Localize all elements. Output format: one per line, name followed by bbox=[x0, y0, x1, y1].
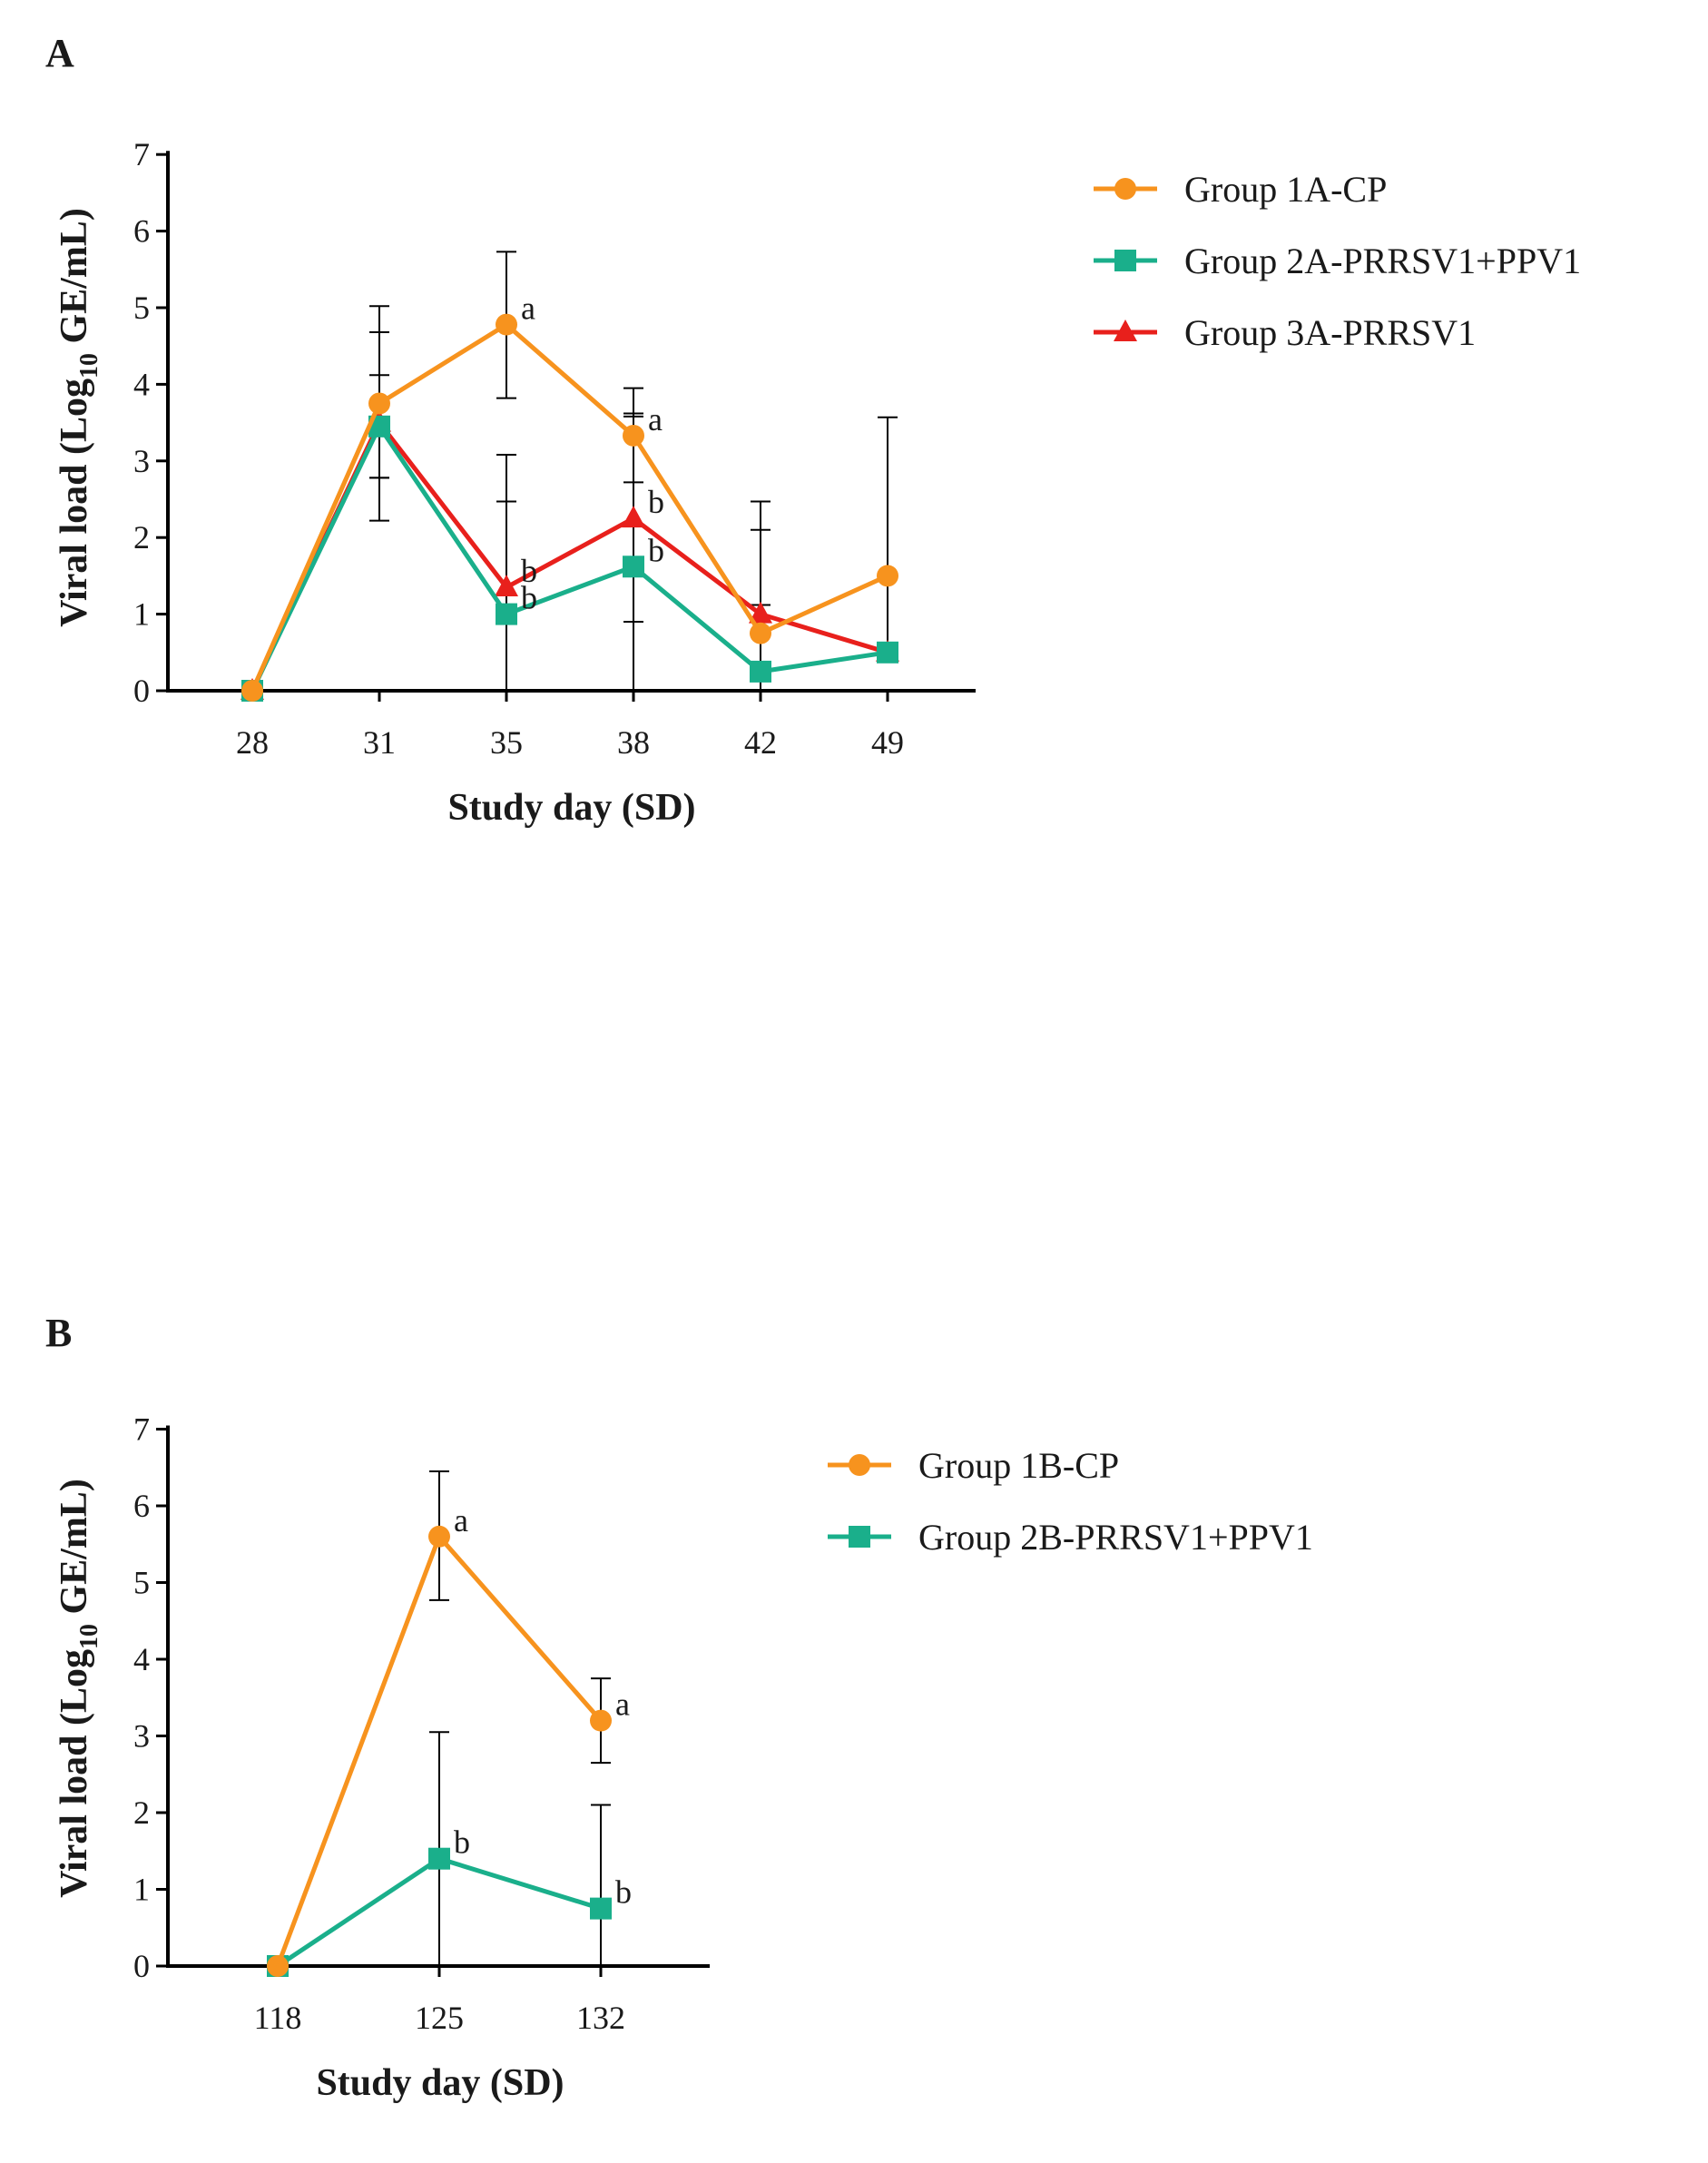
x-tick-label: 132 bbox=[576, 2000, 625, 2036]
legend: Group 1B-CP Group 2B-PRRSV1+PPV1 bbox=[828, 1445, 1313, 1558]
data-point bbox=[749, 601, 772, 624]
significance-label: a bbox=[615, 1686, 630, 1723]
y-axis-title-part: Viral load (Log bbox=[54, 379, 95, 627]
series-line-group-1a-cp bbox=[250, 322, 889, 693]
panel-label: B bbox=[45, 1311, 72, 1355]
y-axis-title: Viral load (Log10 GE/mL) bbox=[54, 208, 103, 627]
y-tick-label: 0 bbox=[133, 673, 150, 709]
significance-label: a bbox=[454, 1502, 468, 1539]
x-tick-label: 38 bbox=[617, 724, 650, 761]
panel-label: A bbox=[45, 31, 74, 75]
series-line-group-2a-prrsv1-ppv1 bbox=[250, 424, 888, 693]
x-tick-label: 125 bbox=[415, 2000, 464, 2036]
data-point bbox=[590, 1897, 612, 1920]
data-point bbox=[496, 313, 517, 336]
data-point bbox=[496, 603, 517, 625]
x-tick-label: 35 bbox=[490, 724, 523, 761]
y-tick-label: 3 bbox=[133, 443, 150, 479]
x-tick-label: 42 bbox=[744, 724, 777, 761]
legend-label: Group 2B-PRRSV1+PPV1 bbox=[918, 1517, 1313, 1558]
y-tick-label: 4 bbox=[133, 366, 150, 402]
y-tick-label: 2 bbox=[133, 1794, 150, 1831]
data-point bbox=[368, 392, 390, 415]
data-point bbox=[750, 660, 771, 683]
series-line-group-3a-prrsv1 bbox=[250, 420, 888, 693]
x-tick-label: 31 bbox=[363, 724, 396, 761]
y-tick-label: 5 bbox=[133, 1565, 150, 1601]
y-tick-label: 5 bbox=[133, 290, 150, 326]
significance-label: b bbox=[521, 580, 537, 616]
data-point bbox=[877, 641, 898, 664]
x-axis-title: Study day (SD) bbox=[316, 2062, 564, 2104]
y-tick-label: 1 bbox=[133, 1872, 150, 1908]
legend-marker bbox=[1114, 178, 1136, 200]
legend: Group 1A-CP Group 2A-PRRSV1+PPV1 Group 3A-… bbox=[1094, 169, 1581, 353]
panel-b: B 0 1 2 3 4 5 6 7 118 125 132 Study day (SD) Viral lo… bbox=[45, 1311, 1313, 2104]
y-tick-label: 7 bbox=[133, 136, 150, 172]
significance-label: b bbox=[521, 553, 537, 589]
legend-marker bbox=[1114, 320, 1137, 341]
panel-a: A 0 1 2 3 4 5 6 7 28 31 35 38 42 49 Study day (SD) Viral… bbox=[45, 31, 1581, 829]
data-point bbox=[623, 555, 644, 578]
significance-label: b bbox=[648, 532, 664, 568]
y-axis-title-part: GE/mL) bbox=[54, 1479, 95, 1624]
data-point bbox=[750, 622, 771, 644]
y-axis-title-part: Viral load (Log bbox=[54, 1649, 95, 1898]
data-point bbox=[428, 1847, 450, 1870]
y-axis-title-subscript: 10 bbox=[75, 1624, 103, 1649]
data-point bbox=[622, 506, 645, 528]
x-axis-title: Study day (SD) bbox=[447, 787, 695, 829]
x-tick-label: 49 bbox=[871, 724, 904, 761]
y-tick-label: 3 bbox=[133, 1718, 150, 1755]
y-tick-label: 7 bbox=[133, 1411, 150, 1448]
legend-marker bbox=[1114, 250, 1136, 271]
significance-label: b bbox=[454, 1824, 470, 1861]
significance-label: b bbox=[615, 1874, 632, 1911]
y-tick-label: 6 bbox=[133, 213, 150, 250]
legend-label: Group 3A-PRRSV1 bbox=[1184, 312, 1476, 353]
y-tick-label: 2 bbox=[133, 519, 150, 555]
legend-marker bbox=[849, 1454, 870, 1476]
data-point bbox=[877, 565, 898, 587]
y-axis-title-part: GE/mL) bbox=[54, 208, 95, 353]
significance-label: a bbox=[521, 290, 535, 327]
y-axis-title-subscript: 10 bbox=[75, 353, 103, 379]
legend-label: Group 2A-PRRSV1+PPV1 bbox=[1184, 241, 1581, 281]
y-axis-title: Viral load (Log10 GE/mL) bbox=[54, 1479, 103, 1898]
legend-marker bbox=[849, 1526, 870, 1548]
y-tick-label: 1 bbox=[133, 596, 150, 633]
data-point bbox=[590, 1709, 612, 1732]
data-point bbox=[241, 680, 263, 702]
data-point bbox=[428, 1525, 450, 1548]
y-tick-label: 0 bbox=[133, 1948, 150, 1984]
significance-label: b bbox=[648, 484, 664, 520]
y-tick-label: 4 bbox=[133, 1641, 150, 1677]
significance-label: a bbox=[648, 401, 663, 438]
x-tick-label: 28 bbox=[236, 724, 269, 761]
data-point bbox=[267, 1955, 289, 1977]
y-tick-label: 6 bbox=[133, 1488, 150, 1524]
x-tick-label: 118 bbox=[254, 2000, 302, 2036]
legend-label: Group 1A-CP bbox=[1184, 169, 1387, 210]
data-point bbox=[623, 424, 644, 447]
legend-label: Group 1B-CP bbox=[918, 1445, 1119, 1486]
data-point bbox=[495, 575, 518, 597]
